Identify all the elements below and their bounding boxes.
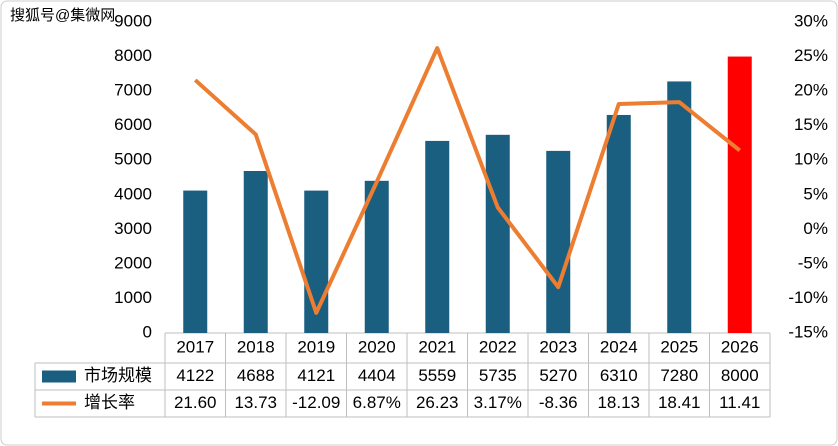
bar [546,150,571,333]
y-tick-label: 2000 [114,253,152,272]
y2-tick-label: 0% [803,219,828,238]
table-value: 11.41 [719,393,760,412]
y-tick-label: 8000 [114,46,152,65]
y-tick-label: 6000 [114,115,152,134]
x-tick-label: 2017 [176,337,214,356]
y2-tick-label: 10% [794,150,828,169]
table-value: 4404 [358,366,396,385]
y2-tick-label: -5% [798,253,828,272]
y-tick-label: 4000 [114,184,152,203]
table-value: 5559 [418,366,456,385]
y2-tick-label: 20% [794,81,828,100]
x-tick-label: 2020 [358,337,396,356]
table-value: 8000 [721,366,759,385]
table-value: 5270 [539,366,577,385]
table-value: 6310 [600,366,638,385]
y2-tick-label: 15% [794,115,828,134]
table-value: 18.41 [658,393,701,412]
bar [667,81,692,334]
y-tick-label: 7000 [114,81,152,100]
line [193,46,741,315]
x-tick-label: 2023 [539,337,577,356]
table-value: 4121 [297,366,335,385]
y-tick-label: 3000 [114,219,152,238]
legend-swatch [42,370,76,383]
y-tick-label: 5000 [114,150,152,169]
table-value: 21.60 [174,393,217,412]
x-tick-label: 2026 [721,337,759,356]
y2-tick-label: -10% [788,288,828,307]
y2-tick-label: 30% [794,11,828,30]
table-value: 13.73 [234,393,277,412]
table-value: 7280 [660,366,698,385]
y-tick-label: 9000 [114,11,152,30]
bar [183,190,208,333]
bar [364,180,389,333]
x-tick-label: 2024 [600,337,638,356]
y2-tick-label: -15% [788,322,828,341]
bar [606,114,631,334]
x-tick-label: 2019 [297,337,335,356]
bar [485,134,510,333]
table-value: 26.23 [416,393,459,412]
table-value: 18.13 [597,393,640,412]
table-value: 5735 [479,366,517,385]
table-value: -12.09 [292,393,340,412]
x-tick-label: 2018 [237,337,275,356]
table-value: 4688 [237,366,275,385]
bar [425,140,450,333]
legend-label: 增长率 [84,393,135,412]
table-value: 3.17% [474,393,522,412]
y-tick-label: 1000 [114,288,152,307]
table-value: -8.36 [539,393,578,412]
table-value: 6.87% [353,393,401,412]
y2-tick-label: 5% [803,184,828,203]
y-tick-label: 0 [143,322,152,341]
y2-tick-label: 25% [794,46,828,65]
bar [243,171,268,333]
watermark: 搜狐号@集微网 [10,7,115,24]
x-tick-label: 2022 [479,337,517,356]
x-tick-label: 2025 [660,337,698,356]
x-tick-label: 2021 [418,337,456,356]
bar [727,56,752,334]
legend-label: 市场规模 [84,366,152,385]
table-value: 4122 [176,366,214,385]
